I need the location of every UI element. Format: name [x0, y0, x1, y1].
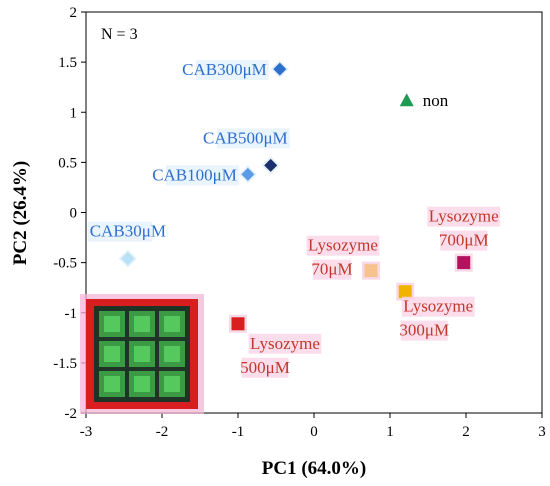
point-label: 500μM: [240, 358, 290, 377]
y-tick-label: -2: [65, 406, 78, 422]
point-label: 70μM: [311, 260, 352, 279]
marker-cab: [241, 167, 255, 181]
label-glow: [216, 128, 290, 149]
n-annotation: N = 3: [101, 26, 138, 43]
x-axis-label: PC1 (64.0%): [262, 458, 366, 479]
point-label: CAB30μM: [90, 222, 166, 241]
x-tick-label: 0: [310, 424, 318, 440]
x-tick-label: 2: [462, 424, 470, 440]
label-glow: [440, 230, 488, 251]
marker-lysozyme: [457, 256, 471, 270]
point-label: CAB100μM: [152, 165, 237, 184]
marker-non: [399, 93, 414, 107]
inset-cell-core: [164, 346, 180, 362]
x-tick-label: 3: [538, 424, 546, 440]
label-glow: [400, 320, 448, 341]
label-glow: [427, 206, 501, 227]
inset-cell-core: [134, 316, 150, 332]
y-tick-label: -1.5: [53, 356, 77, 372]
marker-lysozyme: [398, 285, 412, 299]
point-labels: CAB300μM CAB500μM CAB100μM CAB30μM non Lysozy…: [87, 60, 501, 378]
label-glow: [420, 91, 451, 112]
point-label: non: [423, 91, 449, 110]
y-tick-label: 2: [70, 5, 78, 21]
label-glow: [87, 221, 152, 242]
x-tick-label: -1: [232, 424, 245, 440]
point-label: CAB500μM: [203, 128, 288, 147]
y-tick-label: -0.5: [53, 256, 77, 272]
point-label: Lysozyme: [250, 334, 320, 353]
point-label: Lysozyme: [308, 236, 378, 255]
inset-cell-core: [104, 376, 120, 392]
point-label: Lysozyme: [429, 207, 499, 226]
label-glow: [312, 259, 352, 280]
x-tick-labels: -3 -2 -1 0 1 2 3: [80, 413, 546, 440]
inset-cell-core: [104, 346, 120, 362]
marker-cab: [121, 252, 135, 266]
inset-cell-core: [134, 376, 150, 392]
y-tick-label: 1: [70, 105, 78, 121]
label-glow: [241, 357, 289, 378]
data-points: [118, 60, 473, 333]
label-glow: [196, 60, 269, 81]
sensor-array-inset: [80, 294, 204, 414]
y-tick-labels: 2 1.5 1 0.5 0 -0.5 -1 -1.5 -2: [53, 5, 86, 422]
point-label: 700μM: [439, 231, 489, 250]
inset-cells: [99, 311, 185, 397]
y-tick-label: -1: [65, 306, 78, 322]
inset-cell-core: [104, 316, 120, 332]
label-glow: [248, 333, 322, 354]
x-tick-label: -3: [80, 424, 93, 440]
y-tick-label: 0: [70, 206, 78, 222]
point-label: 300μM: [399, 321, 449, 340]
y-axis-label: PC2 (26.4%): [10, 161, 31, 265]
y-tick-label: 0.5: [58, 155, 77, 171]
label-glow: [306, 235, 380, 256]
label-glow: [401, 296, 475, 317]
inset-cell-core: [164, 376, 180, 392]
point-label: CAB300μM: [182, 60, 267, 79]
x-tick-label: -2: [156, 424, 169, 440]
x-tick-label: 1: [386, 424, 394, 440]
marker-cab: [264, 158, 278, 172]
marker-lysozyme: [364, 264, 378, 278]
marker-cab: [273, 62, 287, 76]
inset-cell-core: [134, 346, 150, 362]
point-label: Lysozyme: [403, 297, 473, 316]
marker-lysozyme: [231, 317, 245, 331]
label-glow: [166, 165, 239, 186]
y-tick-label: 1.5: [58, 55, 77, 71]
inset-cell-core: [164, 316, 180, 332]
